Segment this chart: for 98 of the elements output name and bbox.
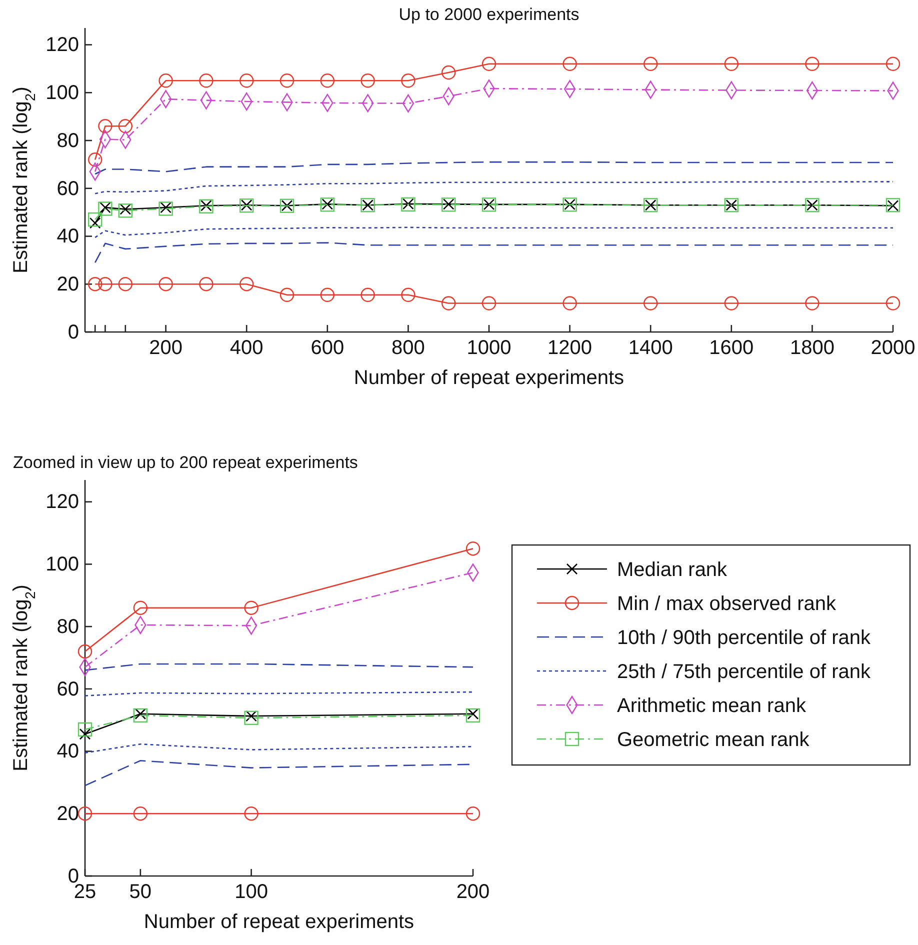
- point: [244, 806, 258, 821]
- point: [88, 277, 102, 292]
- point: [133, 708, 148, 723]
- point: [158, 202, 173, 216]
- y-tick-label: 60: [56, 678, 79, 700]
- point: [644, 296, 658, 310]
- line-series: [94, 181, 894, 194]
- x-tick-label: 1800: [790, 337, 834, 360]
- point: [78, 722, 92, 737]
- point: [401, 74, 416, 88]
- point: [886, 56, 900, 72]
- x-tick-label: 1600: [709, 337, 754, 360]
- chart-title: Zoomed in view up to 200 repeat experiments: [13, 453, 358, 472]
- point: [805, 296, 820, 310]
- point: [118, 204, 132, 218]
- point: [724, 296, 738, 310]
- x-tick-label: 200: [456, 881, 490, 904]
- point: [100, 202, 111, 214]
- point: [320, 74, 334, 88]
- point: [401, 288, 416, 302]
- y-tick-label: 40: [56, 740, 79, 763]
- point: [78, 644, 92, 659]
- point: [158, 74, 173, 88]
- point: [98, 277, 112, 292]
- point: [79, 728, 91, 740]
- x-tick-label: 400: [230, 337, 264, 360]
- point: [724, 56, 738, 72]
- y-tick-label: 120: [46, 491, 79, 514]
- point: [442, 65, 456, 80]
- x-tick-label: 1000: [466, 337, 512, 360]
- point: [118, 277, 132, 292]
- x-tick-label: 1200: [548, 337, 592, 360]
- point: [886, 296, 900, 310]
- x-tick-label: 600: [310, 337, 344, 360]
- point: [133, 600, 148, 615]
- y-tick-label: 100: [46, 554, 79, 576]
- point: [562, 56, 577, 72]
- point: [246, 710, 257, 722]
- point: [98, 119, 112, 134]
- legend-label: Min / max observed rank: [617, 593, 837, 615]
- point: [88, 212, 102, 227]
- point: [442, 296, 456, 310]
- point: [240, 277, 254, 292]
- x-tick-label: 200: [149, 337, 182, 360]
- legend-label: Geometric mean rank: [617, 729, 810, 751]
- point: [158, 277, 173, 292]
- point: [199, 277, 214, 292]
- point: [562, 296, 577, 310]
- point: [360, 74, 375, 88]
- legend-label: Median rank: [617, 559, 728, 581]
- point: [78, 806, 92, 821]
- point: [244, 600, 258, 615]
- point: [280, 288, 294, 302]
- y-tick-label: 0: [68, 321, 79, 344]
- line-series: [94, 242, 894, 264]
- point: [88, 152, 102, 167]
- point: [280, 74, 294, 88]
- y-tick-label: 40: [56, 226, 79, 248]
- legend-label: 10th / 90th percentile of rank: [617, 627, 872, 649]
- point: [244, 710, 258, 726]
- chart-title: Up to 2000 experiments: [398, 5, 580, 24]
- point: [466, 542, 480, 556]
- y-tick-label: 80: [56, 616, 79, 638]
- legend-label: Arithmetic mean rank: [617, 695, 807, 717]
- point: [240, 74, 254, 88]
- x-axis-title: Number of repeat experiments: [144, 911, 414, 933]
- point: [199, 74, 214, 88]
- point: [360, 288, 375, 302]
- point: [482, 56, 496, 72]
- point: [466, 708, 480, 723]
- point: [320, 288, 334, 302]
- line-series: [94, 226, 894, 238]
- point: [805, 56, 820, 72]
- legend-label: 25th / 75th percentile of rank: [617, 661, 872, 683]
- point: [120, 204, 132, 215]
- y-tick-label: 20: [56, 274, 79, 296]
- point: [482, 296, 496, 310]
- point: [134, 708, 146, 720]
- line-series: [84, 743, 474, 754]
- y-tick-label: 20: [56, 803, 79, 826]
- point: [467, 708, 479, 720]
- x-tick-label: 100: [234, 881, 268, 904]
- x-tick-label: 800: [392, 337, 425, 360]
- point: [466, 806, 480, 821]
- y-tick-label: 60: [56, 178, 79, 200]
- x-axis-title: Number of repeat experiments: [354, 367, 624, 389]
- x-tick-label: 1400: [628, 337, 673, 360]
- point: [89, 217, 101, 229]
- point: [644, 56, 658, 72]
- point: [133, 806, 148, 821]
- y-tick-label: 120: [46, 34, 79, 56]
- point: [160, 202, 172, 214]
- point: [118, 119, 132, 134]
- x-tick-label: 50: [129, 881, 152, 904]
- y-tick-label: 80: [56, 130, 79, 152]
- point: [98, 202, 112, 216]
- x-tick-label: 2000: [870, 337, 916, 360]
- y-tick-label: 100: [46, 82, 79, 104]
